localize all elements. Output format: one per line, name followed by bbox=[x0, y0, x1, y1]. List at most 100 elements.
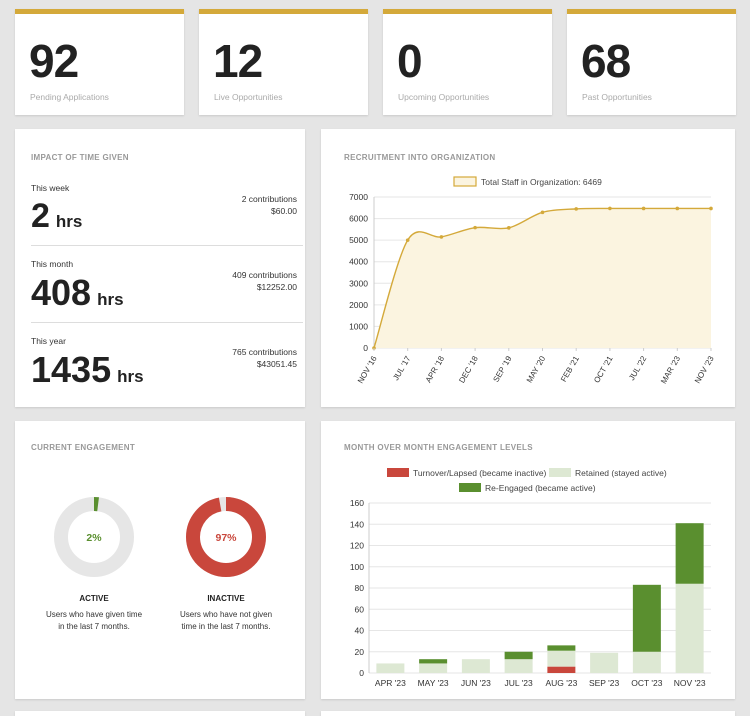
bar-segment bbox=[504, 659, 533, 673]
impact-contribution-count: 765 contributions bbox=[232, 347, 297, 357]
month-engagement-card: MONTH OVER MONTH ENGAGEMENT LEVELS Turno… bbox=[321, 421, 735, 699]
impact-row-week: This week 2 hrs 2 contributions $60.00 bbox=[31, 181, 303, 241]
legend-swatch bbox=[453, 176, 477, 187]
impact-contribution-amount: $43051.45 bbox=[256, 359, 297, 369]
data-point bbox=[608, 206, 612, 211]
y-tick-label: 160 bbox=[350, 498, 364, 508]
bar-segment bbox=[461, 659, 490, 673]
stat-value: 0 bbox=[397, 35, 423, 87]
active-description-line: Users who have given time bbox=[45, 610, 143, 619]
x-tick-label: AUG '23 bbox=[545, 678, 577, 688]
impact-hours: 1435 hrs bbox=[31, 349, 144, 391]
impact-hours-value: 408 bbox=[31, 272, 92, 313]
impact-period: This year bbox=[31, 336, 66, 346]
impact-contributions: 409 contributions $12252.00 bbox=[232, 269, 297, 293]
x-tick-label: JUL '17 bbox=[391, 354, 412, 382]
y-tick-label: 100 bbox=[350, 562, 364, 572]
legend-label: Re-Engaged (became active) bbox=[485, 483, 596, 493]
inactive-description: Users who have not given time in the las… bbox=[166, 609, 286, 633]
impact-contribution-amount: $60.00 bbox=[271, 206, 297, 216]
data-point bbox=[540, 210, 545, 215]
y-tick-label: 0 bbox=[363, 343, 368, 353]
y-tick-label: 7000 bbox=[349, 192, 368, 202]
stat-card-live-opportunities[interactable]: 12 Live Opportunities bbox=[199, 9, 368, 115]
x-tick-label: APR '18 bbox=[424, 354, 447, 384]
month-engagement-title: MONTH OVER MONTH ENGAGEMENT LEVELS bbox=[344, 443, 533, 452]
y-tick-label: 1000 bbox=[349, 321, 368, 331]
x-tick-label: NOV '23 bbox=[693, 354, 716, 385]
data-point bbox=[439, 235, 444, 239]
impact-card: IMPACT OF TIME GIVEN This week 2 hrs 2 co… bbox=[15, 129, 305, 407]
data-point bbox=[473, 225, 477, 230]
bar-segment bbox=[632, 651, 661, 673]
impact-contributions: 765 contributions $43051.45 bbox=[232, 346, 297, 370]
x-tick-label: MAY '23 bbox=[418, 678, 449, 688]
impact-title: IMPACT OF TIME GIVEN bbox=[31, 153, 129, 162]
y-tick-label: 2000 bbox=[349, 300, 368, 310]
legend-label: Retained (stayed active) bbox=[575, 468, 667, 478]
inactive-donut-arc bbox=[186, 497, 266, 577]
bar-segment bbox=[590, 652, 619, 673]
x-tick-label: JUN '23 bbox=[461, 678, 491, 688]
bar-segment bbox=[675, 583, 704, 673]
stat-value: 92 bbox=[29, 35, 79, 87]
y-tick-label: 60 bbox=[355, 604, 365, 614]
inactive-label: INACTIVE bbox=[207, 594, 245, 603]
data-point bbox=[709, 206, 713, 211]
y-tick-label: 3000 bbox=[349, 278, 368, 288]
stat-card-upcoming-opportunities[interactable]: 0 Upcoming Opportunities bbox=[383, 9, 552, 115]
x-tick-label: MAY '20 bbox=[525, 354, 548, 384]
y-tick-label: 5000 bbox=[349, 235, 368, 245]
active-label: ACTIVE bbox=[79, 594, 109, 603]
bar-segment bbox=[675, 523, 704, 584]
x-tick-label: SEP '23 bbox=[589, 678, 620, 688]
x-tick-label: SEP '19 bbox=[491, 354, 513, 384]
impact-contributions: 2 contributions $60.00 bbox=[242, 193, 297, 217]
impact-contribution-count: 2 contributions bbox=[241, 194, 297, 204]
x-tick-label: MAR '23 bbox=[659, 354, 682, 385]
x-tick-label: NOV '16 bbox=[356, 354, 379, 385]
series-line bbox=[373, 207, 711, 349]
y-tick-label: 80 bbox=[355, 583, 365, 593]
impact-hours: 408 hrs bbox=[31, 272, 124, 314]
stat-label: Live Opportunities bbox=[214, 92, 283, 102]
impact-hours: 2 hrs bbox=[31, 197, 82, 236]
stat-card-past-opportunities[interactable]: 68 Past Opportunities bbox=[567, 9, 736, 115]
next-card-right bbox=[321, 711, 735, 716]
stat-label: Upcoming Opportunities bbox=[398, 92, 490, 102]
impact-contribution-amount: $12252.00 bbox=[256, 282, 297, 292]
x-tick-label: FEB '21 bbox=[559, 354, 581, 383]
legend-swatch bbox=[387, 468, 409, 477]
engagement-donuts: 2% 97% bbox=[54, 497, 266, 577]
impact-hours-value: 2 bbox=[31, 197, 50, 235]
impact-contribution-count: 409 contributions bbox=[232, 270, 297, 280]
active-description-line: in the last 7 months. bbox=[58, 622, 130, 631]
engagement-title: CURRENT ENGAGEMENT bbox=[31, 443, 136, 452]
x-tick-label: JUL '23 bbox=[505, 678, 534, 688]
stat-card-pending-applications[interactable]: 92 Pending Applications bbox=[15, 9, 184, 115]
x-tick-label: NOV '23 bbox=[674, 678, 706, 688]
active-description: Users who have given time in the last 7 … bbox=[34, 609, 154, 633]
stat-label: Pending Applications bbox=[30, 92, 109, 102]
impact-period: This month bbox=[31, 259, 74, 269]
stat-value: 12 bbox=[213, 35, 263, 87]
stat-value: 68 bbox=[581, 35, 631, 87]
data-point bbox=[675, 206, 680, 211]
active-donut-percent: 2% bbox=[86, 532, 102, 544]
data-point bbox=[405, 238, 410, 242]
impact-period: This week bbox=[31, 183, 70, 193]
inactive-description-line: time in the last 7 months. bbox=[181, 622, 271, 631]
legend-swatch bbox=[459, 483, 481, 492]
bar-segment bbox=[419, 663, 448, 673]
bar-segment bbox=[504, 651, 533, 660]
next-card-left bbox=[15, 711, 305, 716]
stat-label: Past Opportunities bbox=[582, 92, 652, 102]
bar-segment bbox=[547, 650, 576, 667]
x-tick-label: DEC '18 bbox=[457, 354, 480, 385]
inactive-description-line: Users who have not given bbox=[179, 610, 273, 619]
bar-segment bbox=[376, 663, 405, 673]
data-point bbox=[574, 207, 578, 211]
legend-swatch bbox=[549, 468, 571, 477]
y-tick-label: 40 bbox=[355, 626, 365, 636]
impact-row-year: This year 1435 hrs 765 contributions $430… bbox=[31, 334, 303, 394]
